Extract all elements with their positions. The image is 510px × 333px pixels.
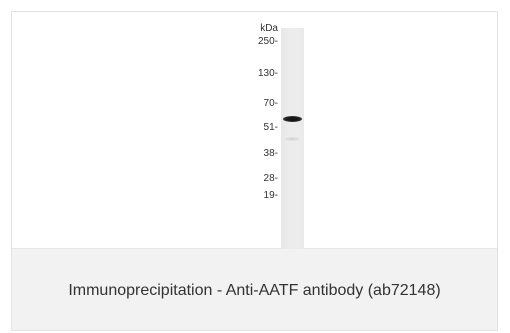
figure-card: kDa 250- 130- 70- 51- 38- 28- 19- Immuno… <box>11 11 498 331</box>
figure-caption: Immunoprecipitation - Anti-AATF antibody… <box>68 282 441 299</box>
marker-label-250: 250- <box>257 36 278 47</box>
marker-label-38: 38- <box>263 148 278 159</box>
marker-label-51: 51- <box>263 122 278 133</box>
unit-label: kDa <box>260 23 278 34</box>
faint-band <box>285 137 299 141</box>
marker-label-70: 70- <box>263 98 278 109</box>
blot-image: kDa 250- 130- 70- 51- 38- 28- 19- <box>12 12 497 252</box>
protein-band <box>283 116 302 122</box>
marker-label-28: 28- <box>263 173 278 184</box>
caption-area: Immunoprecipitation - Anti-AATF antibody… <box>12 249 497 330</box>
western-blot: kDa 250- 130- 70- 51- 38- 28- 19- <box>226 24 316 254</box>
marker-label-19: 19- <box>263 190 278 201</box>
marker-label-130: 130- <box>257 68 278 79</box>
